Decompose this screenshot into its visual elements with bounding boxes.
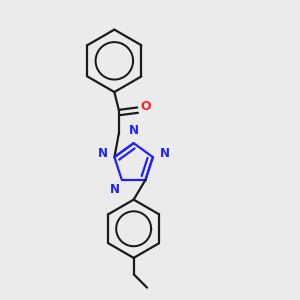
Text: N: N <box>129 124 139 137</box>
Text: N: N <box>110 183 119 196</box>
Text: N: N <box>160 147 170 160</box>
Text: N: N <box>98 147 108 160</box>
Text: O: O <box>140 100 151 113</box>
